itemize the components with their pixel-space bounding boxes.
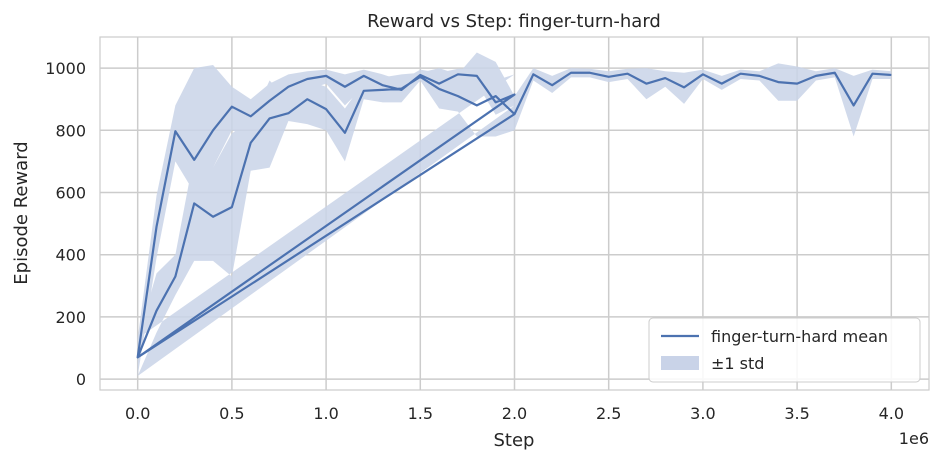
std-band-area	[137, 52, 892, 377]
y-tick-label: 200	[55, 308, 86, 327]
x-tick-label: 2.5	[596, 404, 621, 423]
chart-title: Reward vs Step: finger-turn-hard	[367, 11, 661, 32]
y-tick-labels: 0 200 400 600 800 1000	[45, 59, 86, 389]
x-offset-label: 1e6	[899, 429, 929, 448]
legend-band-swatch	[661, 356, 699, 370]
x-tick-label: 3.5	[784, 404, 809, 423]
mean-line-group	[136, 71, 892, 359]
x-tick-label: 1.0	[313, 404, 338, 423]
std-band	[137, 52, 892, 377]
x-axis-label: Step	[494, 430, 535, 451]
y-tick-label: 0	[76, 370, 86, 389]
y-tick-label: 800	[55, 121, 86, 140]
x-tick-labels: 0.0 0.5 1.0 1.5 2.0 2.5 3.0 3.5 4.0	[125, 404, 904, 423]
y-tick-label: 1000	[45, 59, 86, 78]
mean-line	[136, 71, 892, 359]
y-tick-label: 600	[55, 184, 86, 203]
x-tick-label: 0.5	[219, 404, 244, 423]
x-tick-label: 3.0	[690, 404, 715, 423]
x-tick-label: 1.5	[408, 404, 433, 423]
legend: finger-turn-hard mean ±1 std	[648, 317, 921, 383]
x-tick-label: 2.0	[502, 404, 527, 423]
y-tick-label: 400	[55, 246, 86, 265]
x-tick-label: 4.0	[879, 404, 904, 423]
x-tick-label: 0.0	[125, 404, 150, 423]
y-axis-label: Episode Reward	[11, 141, 32, 284]
legend-box	[648, 317, 921, 383]
legend-label-std: ±1 std	[711, 354, 764, 373]
legend-label-mean: finger-turn-hard mean	[711, 327, 888, 346]
